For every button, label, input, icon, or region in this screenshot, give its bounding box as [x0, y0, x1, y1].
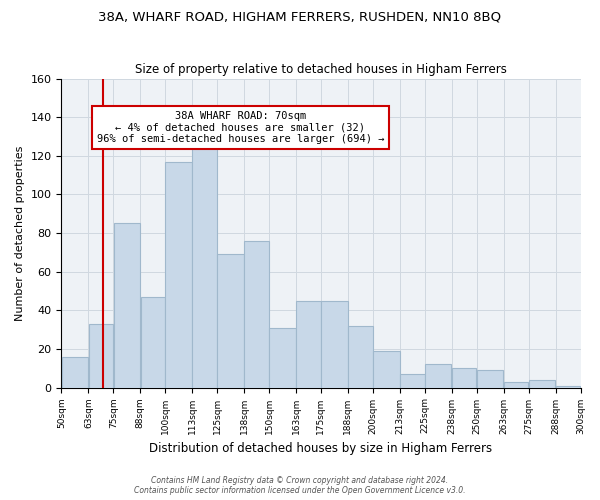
Text: Contains HM Land Registry data © Crown copyright and database right 2024.
Contai: Contains HM Land Registry data © Crown c…: [134, 476, 466, 495]
Bar: [193, 144, 217, 388]
Bar: [166, 162, 192, 388]
Bar: [452, 368, 476, 388]
Bar: [373, 351, 400, 388]
Bar: [556, 386, 580, 388]
Bar: [217, 254, 244, 388]
Text: 38A, WHARF ROAD, HIGHAM FERRERS, RUSHDEN, NN10 8BQ: 38A, WHARF ROAD, HIGHAM FERRERS, RUSHDEN…: [98, 10, 502, 23]
Bar: [504, 382, 529, 388]
Bar: [113, 224, 140, 388]
Bar: [89, 324, 113, 388]
Bar: [477, 370, 503, 388]
Text: 38A WHARF ROAD: 70sqm
← 4% of detached houses are smaller (32)
96% of semi-detac: 38A WHARF ROAD: 70sqm ← 4% of detached h…: [97, 111, 384, 144]
Y-axis label: Number of detached properties: Number of detached properties: [15, 146, 25, 321]
Bar: [62, 356, 88, 388]
X-axis label: Distribution of detached houses by size in Higham Ferrers: Distribution of detached houses by size …: [149, 442, 493, 455]
Title: Size of property relative to detached houses in Higham Ferrers: Size of property relative to detached ho…: [135, 63, 507, 76]
Bar: [140, 297, 165, 388]
Bar: [296, 300, 321, 388]
Bar: [321, 300, 347, 388]
Bar: [269, 328, 296, 388]
Bar: [244, 241, 269, 388]
Bar: [348, 326, 373, 388]
Bar: [529, 380, 556, 388]
Bar: [400, 374, 425, 388]
Bar: [425, 364, 451, 388]
